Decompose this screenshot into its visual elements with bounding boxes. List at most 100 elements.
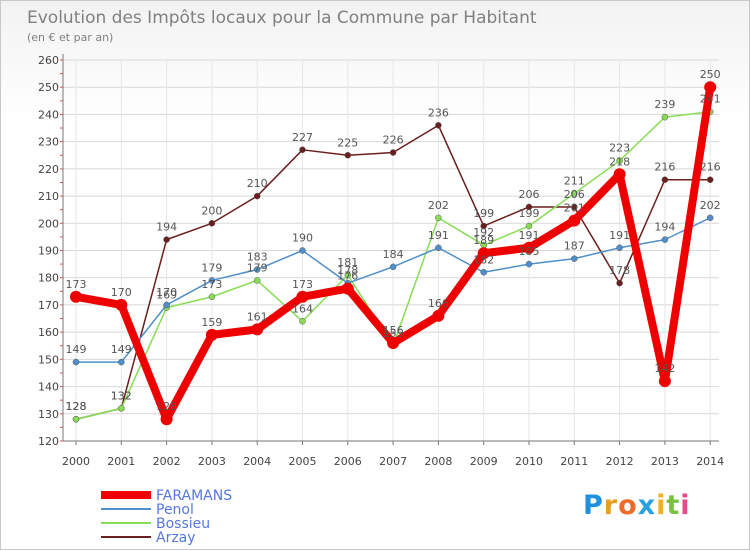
data-point-penol (208, 277, 216, 284)
data-label-bossieu: 223 (609, 142, 630, 155)
data-label-arzay: 128 (66, 400, 87, 413)
x-tick-label: 2009 (470, 455, 498, 468)
data-point-faramans (115, 298, 128, 311)
data-point-faramans (523, 241, 535, 254)
data-label-arzay: 216 (654, 161, 675, 174)
logo-letter: r (603, 490, 619, 521)
data-label-faramans: 191 (519, 229, 540, 242)
data-point-arzay (163, 236, 170, 243)
data-label-penol: 190 (292, 232, 313, 245)
data-label-faramans: 250 (700, 68, 721, 81)
data-point-faramans (296, 290, 309, 303)
data-label-faramans: 189 (473, 234, 494, 247)
data-point-penol (706, 214, 714, 222)
data-point-arzay (480, 222, 487, 230)
data-label-arzay: 200 (201, 204, 222, 217)
y-tick-label: 140 (38, 381, 59, 394)
data-label-faramans: 156 (383, 324, 404, 337)
data-label-bossieu: 239 (654, 98, 675, 111)
data-point-bossieu (435, 214, 442, 222)
legend-label: FARAMANS (156, 488, 232, 504)
data-label-penol: 149 (111, 343, 132, 356)
y-tick-label: 220 (38, 163, 59, 176)
legend-label: Arzay (156, 530, 196, 546)
y-tick-label: 170 (38, 299, 59, 312)
y-tick-label: 260 (38, 54, 59, 67)
data-point-faramans (70, 290, 82, 303)
proxiti-logo: Proxiti (583, 490, 691, 521)
y-tick-label: 230 (38, 136, 59, 149)
data-label-arzay: 194 (156, 221, 177, 234)
x-tick-label: 2010 (515, 455, 543, 468)
data-label-faramans: 128 (156, 400, 177, 413)
x-tick-label: 2014 (696, 455, 724, 468)
x-tick-label: 2002 (153, 455, 181, 468)
y-tick-label: 250 (38, 81, 59, 94)
data-point-faramans (160, 413, 173, 426)
data-point-bossieu (571, 190, 578, 197)
data-point-bossieu (344, 271, 352, 279)
data-label-bossieu: 164 (292, 302, 313, 315)
data-point-penol (480, 269, 487, 276)
data-label-arzay: 225 (337, 136, 358, 149)
data-label-bossieu: 211 (564, 174, 585, 187)
data-label-penol: 184 (383, 248, 404, 261)
data-point-penol (616, 244, 623, 252)
data-point-arzay (299, 146, 306, 154)
y-tick-label: 180 (38, 272, 59, 285)
data-label-penol: 179 (201, 261, 222, 274)
data-label-faramans: 201 (564, 202, 585, 215)
data-point-arzay (389, 149, 397, 156)
data-point-penol (435, 244, 442, 252)
legend-label: Penol (156, 502, 194, 518)
logo-letter: x (637, 490, 657, 521)
data-point-arzay (525, 203, 533, 211)
x-tick-label: 2008 (424, 455, 452, 468)
y-tick-label: 190 (38, 245, 59, 258)
data-label-bossieu: 128 (66, 400, 87, 413)
data-label-bossieu: 181 (337, 256, 358, 269)
logo-letter: i (680, 490, 691, 521)
data-label-arzay: 236 (428, 106, 449, 119)
data-label-bossieu: 155 (383, 327, 404, 340)
y-tick-label: 160 (38, 326, 59, 339)
data-point-faramans (477, 247, 490, 260)
logo-letter: P (583, 490, 604, 521)
y-tick-label: 200 (38, 217, 59, 230)
y-tick-label: 130 (38, 408, 59, 421)
x-tick-label: 2001 (107, 455, 135, 468)
chart-subtitle: (en € et par an) (27, 31, 113, 44)
x-tick-label: 2013 (651, 455, 679, 468)
data-label-arzay: 132 (111, 389, 132, 402)
data-point-arzay (253, 192, 261, 200)
data-label-bossieu: 202 (428, 199, 449, 212)
data-point-bossieu (253, 277, 261, 284)
data-label-penol: 191 (428, 229, 449, 242)
data-point-penol (163, 301, 170, 309)
y-tick-label: 150 (38, 353, 59, 366)
data-label-bossieu: 179 (247, 261, 268, 274)
x-tick-label: 2004 (243, 455, 271, 468)
data-label-arzay: 206 (519, 188, 540, 201)
data-label-penol: 191 (609, 229, 630, 242)
data-point-penol (299, 247, 306, 254)
data-point-penol (571, 255, 578, 262)
data-label-penol: 149 (66, 343, 87, 356)
data-point-bossieu (299, 318, 306, 325)
data-label-penol: 202 (700, 199, 721, 212)
data-point-penol (72, 358, 80, 366)
data-point-arzay (616, 279, 623, 287)
data-label-faramans: 173 (292, 278, 313, 291)
data-point-faramans (205, 328, 218, 341)
data-point-arzay (435, 122, 442, 129)
data-label-faramans: 142 (654, 362, 675, 375)
logo-letter: i (656, 490, 667, 521)
data-label-penol: 170 (156, 286, 177, 299)
logo-letter: o (618, 490, 638, 521)
data-label-bossieu: 132 (111, 389, 132, 402)
data-point-arzay (344, 152, 352, 159)
data-label-arzay: 210 (247, 177, 268, 190)
data-point-penol (661, 236, 669, 243)
data-point-faramans (568, 214, 581, 227)
